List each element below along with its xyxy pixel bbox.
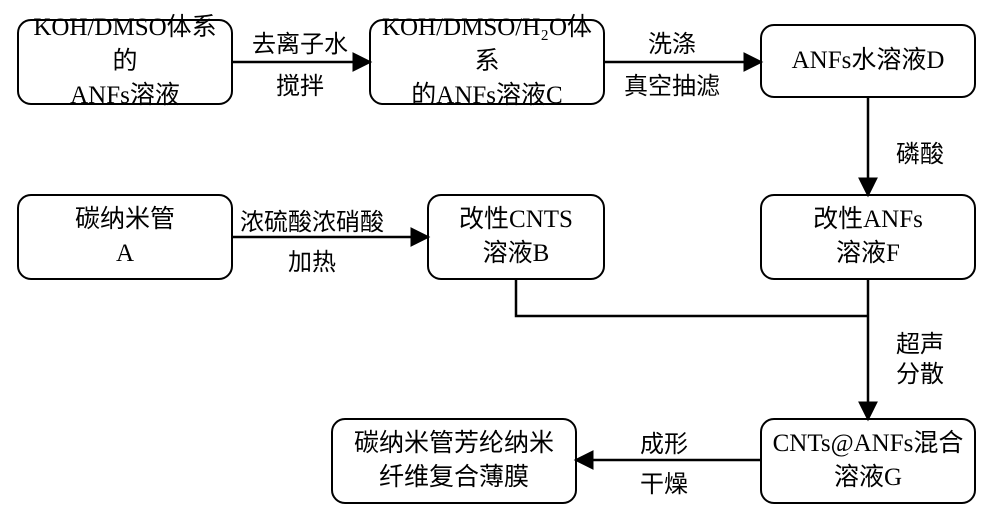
edge-label-e12a: 去离子水 bbox=[252, 30, 348, 60]
edge-label-e36: 磷酸 bbox=[896, 140, 944, 170]
edge-label-e23b: 真空抽滤 bbox=[624, 72, 720, 102]
edge-label-e68a: 超声 bbox=[896, 330, 944, 360]
node-n1-line2: ANFs溶液 bbox=[70, 79, 180, 113]
edge-label-e45a: 浓硫酸浓硝酸 bbox=[240, 208, 384, 238]
arrow-n5-join bbox=[516, 280, 868, 316]
node-n2-line2: 的ANFs溶液C bbox=[411, 79, 562, 113]
node-n7-line1: 碳纳米管芳纶纳米 bbox=[354, 427, 554, 461]
node-n6-line2: 溶液F bbox=[836, 237, 900, 271]
node-n4-line2: A bbox=[116, 237, 134, 271]
edge-label-e12b: 搅拌 bbox=[276, 72, 324, 102]
node-n3-line1: ANFs水溶液D bbox=[792, 44, 945, 78]
node-n5-line1: 改性CNTS bbox=[459, 203, 573, 237]
edge-label-e87a: 成形 bbox=[640, 430, 688, 460]
node-n6: 改性ANFs 溶液F bbox=[760, 194, 976, 280]
edge-label-e68b: 分散 bbox=[896, 360, 944, 390]
node-n2: KOH/DMSO/H₂O体系 的ANFs溶液C bbox=[369, 19, 605, 105]
edge-label-e45b: 加热 bbox=[288, 248, 336, 278]
node-n7: 碳纳米管芳纶纳米 纤维复合薄膜 bbox=[331, 418, 577, 504]
node-n2-line1: KOH/DMSO/H₂O体系 bbox=[377, 11, 597, 79]
edge-label-e23a: 洗涤 bbox=[648, 30, 696, 60]
node-n5-line2: 溶液B bbox=[483, 237, 550, 271]
node-n6-line1: 改性ANFs bbox=[813, 203, 923, 237]
node-n8-line1: CNTs@ANFs混合 bbox=[773, 427, 964, 461]
node-n1: KOH/DMSO体系的 ANFs溶液 bbox=[17, 19, 233, 105]
node-n4: 碳纳米管 A bbox=[17, 194, 233, 280]
node-n5: 改性CNTS 溶液B bbox=[427, 194, 605, 280]
node-n1-line1: KOH/DMSO体系的 bbox=[25, 11, 225, 79]
node-n8-line2: 溶液G bbox=[834, 461, 902, 495]
node-n8: CNTs@ANFs混合 溶液G bbox=[760, 418, 976, 504]
edge-label-e87b: 干燥 bbox=[640, 470, 688, 500]
node-n7-line2: 纤维复合薄膜 bbox=[379, 461, 529, 495]
node-n4-line1: 碳纳米管 bbox=[75, 203, 175, 237]
node-n3: ANFs水溶液D bbox=[760, 24, 976, 98]
